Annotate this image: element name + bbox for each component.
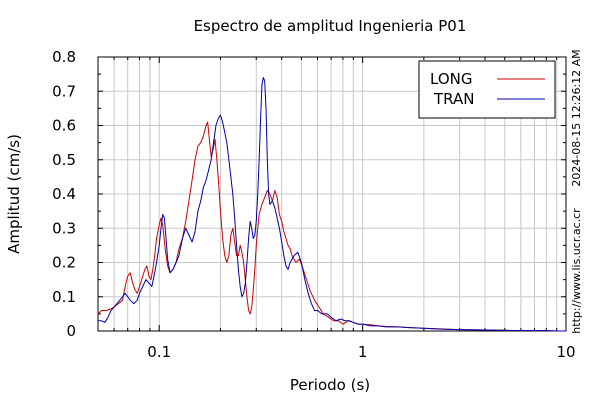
chart-title: Espectro de amplitud Ingenieria P01 xyxy=(194,17,467,35)
legend: LONG TRAN xyxy=(418,60,556,119)
series-line-long xyxy=(97,121,566,332)
x-tick-label: 1 xyxy=(358,343,368,361)
series-layer xyxy=(97,77,566,332)
legend-label-tran: TRAN xyxy=(433,90,474,108)
y-tick-label: 0.3 xyxy=(52,219,76,237)
legend-label-long: LONG xyxy=(430,70,472,88)
y-axis-label: Amplitud (cm/s) xyxy=(5,134,23,254)
y-tick-label: 0.2 xyxy=(52,254,76,272)
y-tick-label: 0.5 xyxy=(52,151,76,169)
grid xyxy=(97,56,566,332)
axis-ticks xyxy=(97,56,566,332)
y-tick-label: 0.7 xyxy=(52,82,76,100)
x-axis-label: Periodo (s) xyxy=(290,376,370,394)
legend-box xyxy=(418,60,556,119)
timestamp-annotation: 2024-08-15 12:26:12 AM xyxy=(570,49,583,186)
y-tick-label: 0 xyxy=(66,322,76,340)
y-tick-label: 0.1 xyxy=(52,288,76,306)
x-tick-label: 0.1 xyxy=(147,343,171,361)
series-line-tran xyxy=(98,77,566,332)
url-annotation: http://www.lis.ucr.ac.cr xyxy=(570,208,583,334)
y-tick-label: 0.8 xyxy=(52,48,76,66)
x-tick-label: 10 xyxy=(556,343,575,361)
tick-labels: 0 0.1 0.2 0.3 0.4 0.5 0.6 0.7 0.8 0.1 1 10 xyxy=(52,48,575,361)
y-tick-label: 0.6 xyxy=(52,117,76,135)
y-tick-label: 0.4 xyxy=(52,185,76,203)
